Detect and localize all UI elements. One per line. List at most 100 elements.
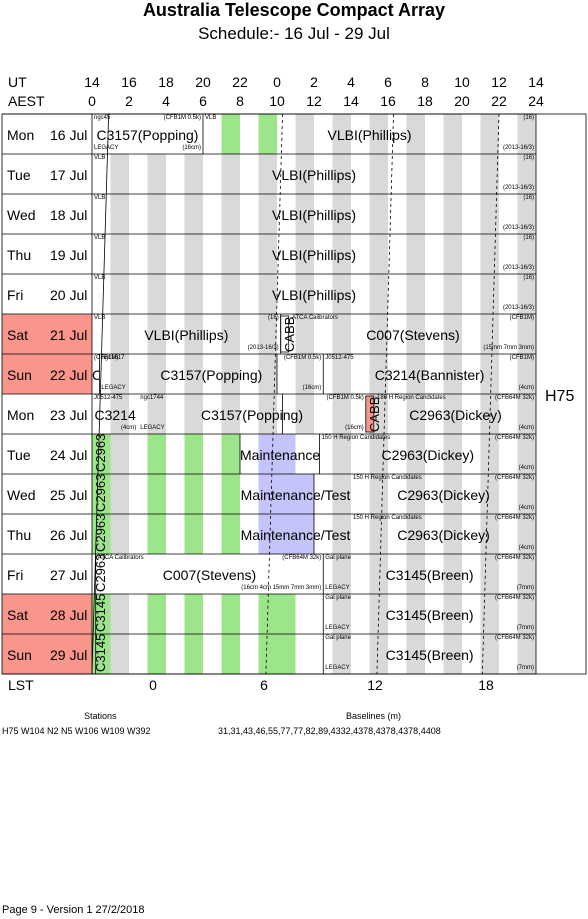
hour-stripe [517, 434, 536, 474]
day-of-week: Thu [7, 527, 32, 543]
day-date: 27 Jul [50, 567, 88, 583]
hour-stripe [332, 114, 351, 154]
day-of-week: Thu [7, 247, 32, 263]
hour-stripe [443, 114, 462, 154]
ut-tick: 0 [273, 74, 281, 90]
day-of-week: Mon [7, 127, 35, 143]
hour-stripe [480, 314, 499, 354]
hour-stripe [110, 354, 129, 394]
block-source: 150 H Region Candidates [353, 475, 422, 481]
day-of-week: Wed [7, 207, 36, 223]
ut-tick: 4 [347, 74, 355, 90]
maintenance-block [258, 514, 314, 554]
block-label: VLBI(Phillips) [144, 327, 229, 343]
hour-stripe [369, 634, 388, 674]
block-legacy: LEGACY [94, 145, 119, 151]
aest-tick: 22 [491, 93, 507, 109]
block-label: VLBI(Phillips) [271, 207, 357, 223]
hour-stripe [369, 354, 388, 394]
block-source: Gal plane [325, 595, 351, 601]
hour-stripe [221, 354, 240, 394]
block-source: Gal plane [325, 635, 351, 641]
day-of-week: Tue [7, 167, 31, 183]
block-source: J0512-475 [325, 355, 354, 361]
page-info: Page 9 - Version 1 27/2/2018 [2, 904, 145, 916]
hour-stripe [480, 514, 499, 554]
block-receiver: (16) [523, 115, 534, 121]
block-source: (CFB1M) [94, 355, 119, 361]
day-date: 20 Jul [50, 287, 88, 303]
aest-tick: 4 [162, 93, 170, 109]
green-block [92, 594, 111, 634]
hour-stripe [332, 594, 351, 634]
block-source: VLB [94, 235, 106, 241]
block-band: (4cm) [518, 505, 534, 511]
green-block [221, 634, 240, 674]
ut-tick: 18 [158, 74, 174, 90]
ut-tick: 14 [528, 74, 544, 90]
ut-tick: 16 [121, 74, 137, 90]
hour-stripe [332, 634, 351, 674]
green-block [221, 594, 240, 634]
ut-tick: 20 [195, 74, 211, 90]
baselines-label: Baselines (m) [346, 711, 402, 721]
hour-stripe [184, 354, 203, 394]
block-receiver: (CFB1M) [509, 315, 534, 321]
hour-stripe [406, 434, 425, 474]
hour-stripe [443, 594, 462, 634]
block-label-vertical: C2963 [93, 473, 108, 512]
block-receiver: (CFB1M 0.5k) [163, 115, 201, 121]
block-band: (4cm) [518, 465, 534, 471]
hour-stripe [406, 474, 425, 514]
hour-stripe [406, 394, 425, 434]
block-label: Maintenance/Test [240, 527, 351, 543]
block-label: VLBI(Phillips) [327, 127, 412, 143]
hour-stripe [332, 474, 351, 514]
green-block [184, 434, 203, 474]
aest-tick: 18 [417, 93, 433, 109]
hour-stripe [517, 314, 536, 354]
day-date: 18 Jul [50, 207, 88, 223]
green-block [184, 474, 203, 514]
day-date: 23 Jul [50, 407, 88, 423]
weekend-row-bg [2, 594, 92, 634]
hour-stripe [443, 434, 462, 474]
hour-stripe [221, 394, 240, 434]
hour-stripe [480, 354, 499, 394]
block-band: (4cm) [518, 545, 534, 551]
hour-stripe [184, 394, 203, 434]
ut-tick: 10 [454, 74, 470, 90]
block-source: VLB [205, 115, 217, 121]
green-block [258, 634, 296, 674]
block-source: ngc45 [94, 115, 111, 121]
block-label-vertical: C3145 [93, 633, 108, 672]
aest-tick: 6 [199, 93, 207, 109]
green-block [184, 514, 203, 554]
day-date: 28 Jul [50, 607, 88, 623]
lst-label: LST [8, 677, 34, 693]
baselines-value: 31,31,43,46,55,77,77,82,89,4332,4378,437… [218, 726, 441, 736]
aest-tick: 0 [88, 93, 96, 109]
block-band: (16cm) [345, 425, 364, 431]
block-source: VLB [94, 155, 106, 161]
block-label: C3145(Breen) [385, 607, 474, 623]
green-block [258, 114, 277, 154]
lst-tick: 6 [260, 677, 268, 693]
hour-stripe [517, 554, 536, 594]
day-date: 29 Jul [50, 647, 88, 663]
hour-stripe [443, 634, 462, 674]
hour-stripe [369, 314, 388, 354]
green-block [92, 474, 111, 514]
block-band: (2013-16/3) [502, 265, 534, 271]
block-label: C3157(Popping) [96, 127, 199, 143]
block-label: Maintenance/Test [240, 447, 320, 463]
day-of-week: Wed [7, 487, 36, 503]
hour-stripe [295, 394, 314, 434]
block-receiver: (CFB1M 0.5k) [283, 355, 322, 361]
hour-stripe [406, 554, 425, 594]
maintenance-block [258, 434, 296, 474]
block-receiver: (CFB64M 32k) [494, 435, 534, 441]
block-receiver: (CFB64M 32k) [494, 595, 534, 601]
block-label: C3145(Breen) [385, 647, 474, 663]
day-date: 24 Jul [50, 447, 88, 463]
